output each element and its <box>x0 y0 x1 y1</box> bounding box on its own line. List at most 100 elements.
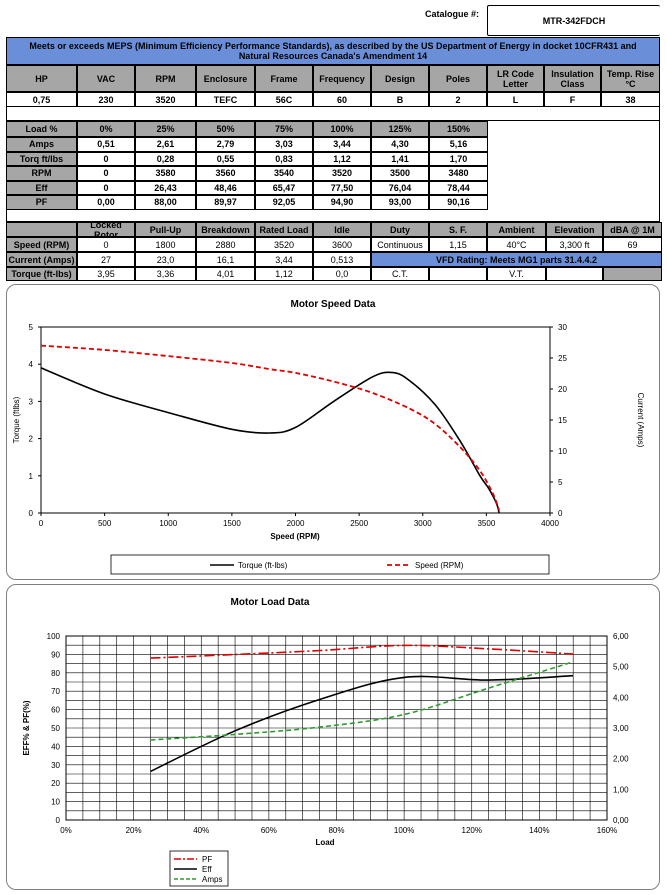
y-right-axis-label: Current (Amps) <box>636 393 645 448</box>
mid-frame <box>6 121 660 222</box>
spec-value: 2 <box>429 92 487 107</box>
spec-value: 0,75 <box>6 92 77 107</box>
spec-value: 56C <box>255 92 313 107</box>
x-tick-label: 40% <box>193 826 209 835</box>
perf-table-header: Duty <box>371 222 429 237</box>
load-table-cell: 3520 <box>313 166 371 181</box>
load-table-cell: 1,41 <box>371 151 429 166</box>
load-table-cell: 1,12 <box>313 151 371 166</box>
load-table-cell: 3,44 <box>313 137 371 152</box>
y-right-tick-label: 10 <box>558 447 567 456</box>
load-chart-title: Motor Load Data <box>231 597 310 608</box>
speed-series-line <box>40 344 500 511</box>
catalogue-value: MTR-342FDCH <box>487 5 660 36</box>
perf-table-header: Pull-Up <box>135 222 196 237</box>
speed-chart-title: Motor Speed Data <box>290 299 375 310</box>
x-tick-label: 2500 <box>350 519 368 528</box>
spec-value: L <box>487 92 544 107</box>
x-tick-label: 0% <box>60 826 72 835</box>
y-tick-label: 80 <box>51 669 60 678</box>
y-right-tick-label: 25 <box>558 354 567 363</box>
load-chart: Motor Load Data 0% 20% 40% 60% 80% 100% 120% 140… <box>22 597 629 887</box>
load-table-cell: 5,16 <box>429 137 488 152</box>
y-right-tick-label: 15 <box>558 416 567 425</box>
spec-header: Frame <box>255 65 313 92</box>
spec-header: RPM <box>135 65 196 92</box>
load-table-cell: 88,00 <box>135 195 196 210</box>
load-table-cell: 77,50 <box>313 180 371 195</box>
legend-pf-label: PF <box>202 855 212 864</box>
x-tick-label: 0 <box>39 519 44 528</box>
meps-banner: Meets or exceeds MEPS (Minimum Efficienc… <box>6 37 660 65</box>
speed-chart-panel: Motor Speed Data 0 500 1000 1500 2000 2500 3000… <box>6 284 660 580</box>
y-tick-label: 4 <box>29 360 34 369</box>
spec-header: Design <box>371 65 429 92</box>
y-axis-label: Torque (ftlbs) <box>12 396 21 443</box>
legend-eff-label: Eff <box>202 865 212 874</box>
perf-table-header: Breakdown <box>196 222 255 237</box>
perf-speed-cell: 3600 <box>313 237 371 252</box>
x-tick-label: 2000 <box>287 519 305 528</box>
y-tick-label: 30 <box>51 761 60 770</box>
y-tick-label: 20 <box>51 779 60 788</box>
vfd-rating: VFD Rating: Meets MG1 parts 31.4.4.2 <box>371 252 662 267</box>
perf-row-label: Speed (RPM) <box>6 237 77 252</box>
load-table-cell: 0,28 <box>135 151 196 166</box>
perf-table-header: Idle <box>313 222 371 237</box>
perf-table-corner <box>6 222 77 237</box>
eff-series-line <box>150 674 574 773</box>
load-table-header: 150% <box>429 121 488 137</box>
perf-current-cell: 27 <box>77 252 135 267</box>
y-right-tick-label: 1,00 <box>613 785 629 794</box>
load-table-cell: 48,46 <box>196 180 255 195</box>
load-table-header: 0% <box>77 121 135 137</box>
speed-legend-box <box>110 554 550 575</box>
load-table-cell: 93,00 <box>371 195 429 210</box>
spec-header: Temp. Rise °C <box>601 65 660 92</box>
perf-torque-cell: 3,95 <box>77 267 135 281</box>
perf-table-header: S. F. <box>429 222 487 237</box>
y-tick-label: 70 <box>51 687 60 696</box>
y-tick-label: 10 <box>51 798 60 807</box>
y-tick-label: 5 <box>29 323 34 332</box>
load-table-header: 50% <box>196 121 255 137</box>
perf-table: Locked Rotor Pull-Up Breakdown Rated Load Id… <box>6 222 662 281</box>
y-right-tick-label: 0 <box>558 509 563 518</box>
y-right-tick-label: 20 <box>558 385 567 394</box>
load-table-cell: 0,83 <box>255 151 313 166</box>
x-tick-label: 120% <box>462 826 482 835</box>
load-table-cell: 2,79 <box>196 137 255 152</box>
load-table-header: 100% <box>313 121 371 137</box>
perf-speed-cell: 3520 <box>255 237 313 252</box>
perf-torque-cell: 1,12 <box>255 267 313 281</box>
y-right-tick-label: 2,00 <box>613 755 629 764</box>
perf-torque-cell <box>546 267 603 281</box>
load-table-header: Load % <box>6 121 77 137</box>
load-chart-panel: Motor Load Data 0% 20% 40% 60% 80% 100% 120% 140… <box>6 584 660 890</box>
amps-series-line <box>150 661 574 741</box>
perf-table-header: dBA @ 1M <box>603 222 662 237</box>
load-table-cell: 92,05 <box>255 195 313 210</box>
load-table-cell: 65,47 <box>255 180 313 195</box>
spec-header: Poles <box>429 65 487 92</box>
x-tick-label: 160% <box>597 826 617 835</box>
perf-speed-cell: 1800 <box>135 237 196 252</box>
perf-current-cell: 16,1 <box>196 252 255 267</box>
perf-current-cell: 23,0 <box>135 252 196 267</box>
load-table-cell: 0,55 <box>196 151 255 166</box>
spec-value: 38 <box>601 92 660 107</box>
perf-torque-cell: V.T. <box>487 267 546 281</box>
perf-torque-cell <box>429 267 487 281</box>
spec-value: 60 <box>313 92 371 107</box>
perf-speed-cell: 2880 <box>196 237 255 252</box>
load-plot-frame <box>65 635 608 821</box>
x-tick-label: 80% <box>328 826 344 835</box>
y-tick-label: 3 <box>29 397 34 406</box>
y-right-tick-label: 4,00 <box>613 693 629 702</box>
x-axis-label: Speed (RPM) <box>270 532 320 541</box>
load-table-cell: 0,51 <box>77 137 135 152</box>
load-table-cell: 0 <box>77 180 135 195</box>
x-tick-label: 60% <box>261 826 277 835</box>
x-tick-label: 500 <box>98 519 112 528</box>
perf-torque-cell: 0,0 <box>313 267 371 281</box>
